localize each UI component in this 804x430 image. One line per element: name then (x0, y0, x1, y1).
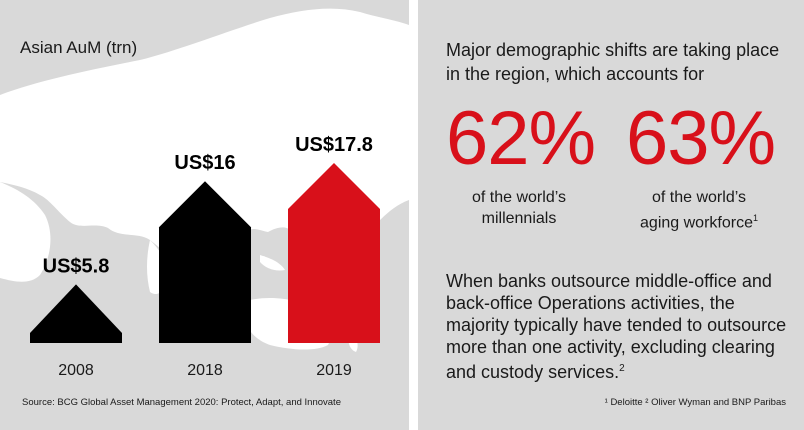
footnotes: ¹ Deloitte ² Oliver Wyman and BNP Pariba… (604, 397, 786, 408)
stat-millennials-caption: of the world’s millennials (434, 187, 604, 229)
info-panel (418, 0, 804, 430)
stat-workforce-caption-line2: aging workforce1 (614, 208, 784, 233)
bar-value-label-2008: US$5.8 (43, 255, 110, 277)
bar-2008 (30, 284, 122, 343)
stat-workforce-caption: of the world’s aging workforce1 (614, 187, 784, 233)
footnote-ref-1: 1 (752, 213, 758, 223)
stat-workforce-caption-text: aging workforce (640, 214, 753, 232)
outsourcing-body: When banks outsource middle-office and b… (446, 271, 787, 382)
x-tick-label-2008: 2008 (58, 362, 94, 379)
bar-value-label-2018: US$16 (174, 152, 235, 174)
chart-panel: Asian AuM (trn) US$5.8 2008 US$16 2018 US$17… (0, 0, 409, 430)
footnote-ref-2: 2 (619, 363, 625, 374)
bar-value-label-2019: US$17.8 (295, 134, 373, 156)
x-tick-label-2019: 2019 (316, 362, 352, 379)
chart-title: Asian AuM (trn) (20, 38, 138, 57)
outsourcing-text: When banks outsource middle-office and b… (446, 270, 796, 383)
stat-millennials-caption-line2: millennials (481, 210, 557, 227)
stat-workforce-caption-line1: of the world’s (652, 189, 746, 206)
bar-2019 (288, 163, 380, 343)
stat-millennials-caption-line1: of the world’s (472, 189, 566, 206)
stat-workforce-value: 63% (626, 96, 776, 181)
chart-source: Source: BCG Global Asset Management 2020… (22, 397, 341, 408)
bar-2018 (159, 181, 251, 343)
x-tick-label-2018: 2018 (187, 362, 223, 379)
stat-millennials-value: 62% (446, 96, 596, 181)
intro-text: Major demographic shifts are taking plac… (446, 40, 780, 84)
bar-chart: US$5.8 2008 US$16 2018 US$17.8 2019 (30, 134, 380, 379)
panel-divider (409, 0, 418, 430)
